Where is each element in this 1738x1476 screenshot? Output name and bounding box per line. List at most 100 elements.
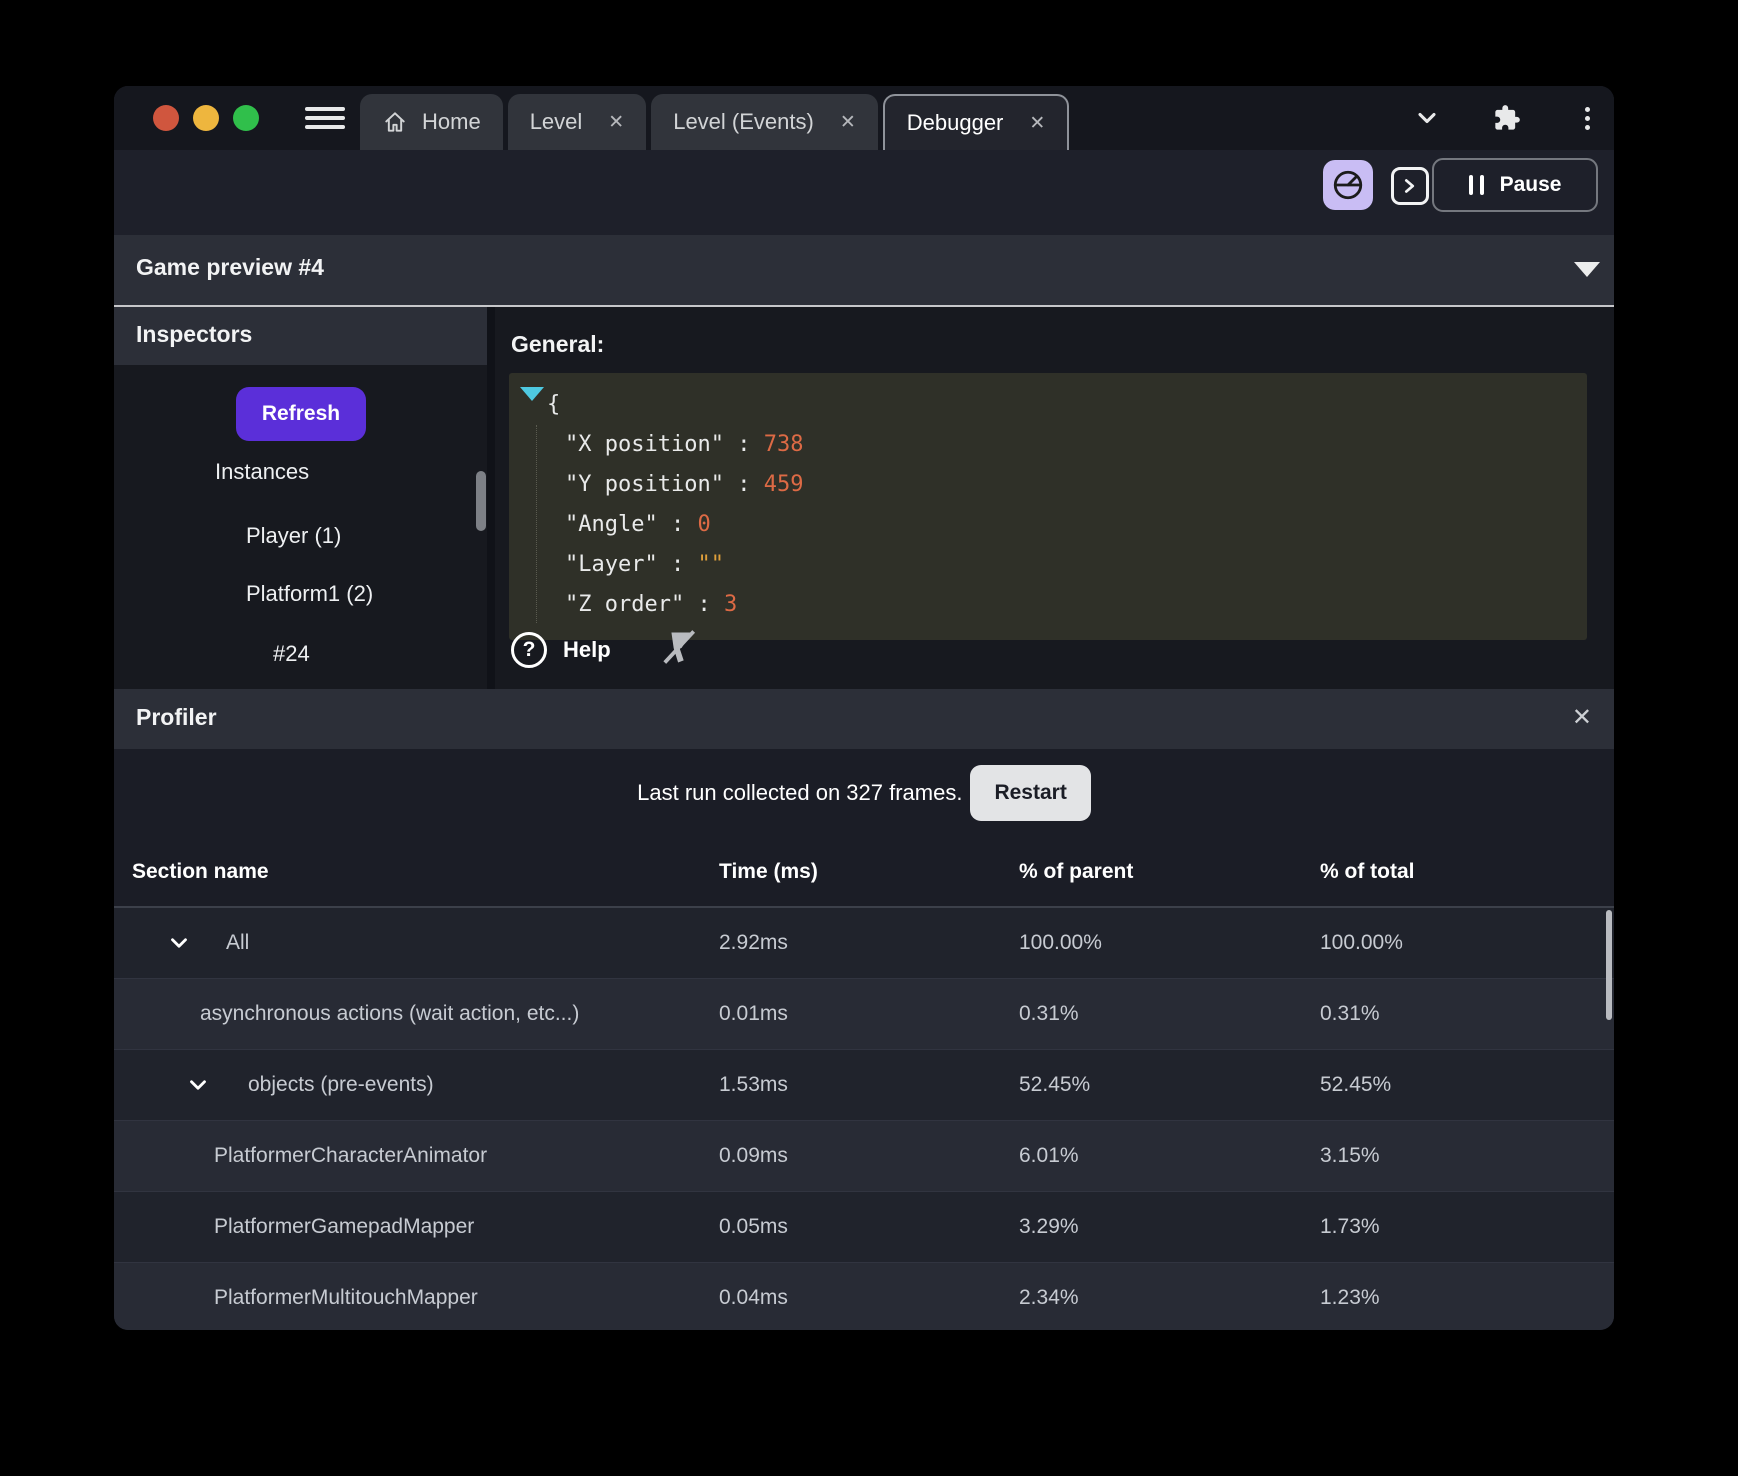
preview-chevron-icon[interactable]	[1574, 262, 1600, 277]
cell-pct-parent: 2.34%	[1019, 1286, 1079, 1309]
profiler-header: Profiler ✕	[114, 689, 1614, 749]
json-open-brace: {	[547, 392, 561, 417]
table-row-asynchronous-actions-wait-action-etc[interactable]: asynchronous actions (wait action, etc..…	[114, 978, 1614, 1049]
json-value: ""	[697, 552, 724, 577]
profiler-title: Profiler	[136, 704, 217, 730]
inspector-item-instances[interactable]: Instances	[215, 459, 310, 484]
cell-section-name: asynchronous actions (wait action, etc..…	[200, 1002, 580, 1025]
inspectors-scrollbar-thumb[interactable]	[476, 471, 486, 531]
inspectors-panel: Inspectors Refresh Instances Player (1) Pl…	[114, 307, 487, 689]
cell-pct-parent: 52.45%	[1019, 1073, 1091, 1096]
cell-time: 0.04ms	[719, 1286, 788, 1309]
console-button[interactable]	[1391, 167, 1429, 205]
cell-pct-parent: 6.01%	[1019, 1144, 1079, 1167]
tab-label: Level (Events)	[673, 109, 814, 134]
profiler-table-rows: All 2.92ms 100.00% 100.00% asynchronous acti…	[114, 908, 1614, 1330]
tab-label: Home	[422, 109, 481, 134]
cell-pct-parent: 0.31%	[1019, 1002, 1079, 1025]
inspector-item-player-1[interactable]: Player (1)	[246, 523, 342, 548]
tab-close-icon[interactable]: ✕	[1029, 112, 1046, 134]
preview-header[interactable]: Game preview #4	[114, 235, 1614, 305]
cell-section-name: objects (pre-events)	[248, 1073, 434, 1096]
cell-pct-total: 0.31%	[1320, 1002, 1380, 1025]
restart-button[interactable]: Restart	[970, 765, 1091, 821]
preview-title: Game preview #4	[136, 254, 324, 280]
extensions-puzzle-icon[interactable]	[1493, 104, 1521, 132]
cell-section-name: PlatformerCharacterAnimator	[214, 1144, 488, 1167]
tab-close-icon[interactable]: ✕	[839, 111, 856, 133]
cell-time: 0.05ms	[719, 1215, 788, 1238]
table-row-platformercharacteranimator[interactable]: PlatformerCharacterAnimator 0.09ms 6.01% 3.…	[114, 1120, 1614, 1191]
gauge-icon	[1333, 170, 1363, 200]
inspector-item-platform1-2[interactable]: Platform1 (2)	[246, 581, 374, 606]
refresh-button[interactable]: Refresh	[236, 387, 366, 441]
cell-section-name: PlatformerMultitouchMapper	[214, 1286, 478, 1309]
pause-icon	[1468, 175, 1484, 195]
cell-pct-parent: 100.00%	[1019, 931, 1102, 954]
pause-label: Pause	[1499, 173, 1562, 196]
kebab-menu-icon[interactable]	[1573, 104, 1601, 132]
section-divider	[114, 305, 1614, 307]
inspectors-title: Inspectors	[136, 321, 253, 347]
cell-time: 0.09ms	[719, 1144, 788, 1167]
help-button[interactable]: ? Help	[511, 631, 611, 668]
pick-instance-disabled-icon[interactable]	[657, 627, 697, 672]
tab-close-icon[interactable]: ✕	[608, 111, 625, 133]
console-chevron-icon	[1404, 179, 1415, 193]
table-row-platformergamepadmapper[interactable]: PlatformerGamepadMapper 0.05ms 3.29% 1.73%	[114, 1191, 1614, 1262]
tab-label: Level	[529, 109, 583, 134]
cell-pct-parent: 3.29%	[1019, 1215, 1079, 1238]
cell-pct-total: 1.73%	[1320, 1215, 1380, 1238]
tab-debugger[interactable]: Debugger ✕	[882, 94, 1070, 150]
row-chevron-icon[interactable]	[166, 930, 192, 956]
help-label: Help	[563, 636, 611, 662]
cell-pct-total: 52.45%	[1320, 1073, 1392, 1096]
profiler-close-icon[interactable]: ✕	[1571, 704, 1592, 731]
tabs-overflow-chevron-icon[interactable]	[1413, 104, 1441, 132]
pause-button[interactable]: Pause	[1432, 158, 1598, 212]
cell-pct-total: 1.23%	[1320, 1286, 1380, 1309]
profiler-status-row: Last run collected on 327 frames. Restar…	[114, 765, 1614, 821]
debugger-toolbar: Pause	[114, 150, 1614, 235]
window-close-button[interactable]	[153, 105, 179, 131]
table-scrollbar-thumb[interactable]	[1606, 910, 1612, 1020]
profiler-gauge-button[interactable]	[1323, 160, 1373, 210]
tab-level[interactable]: Level ✕	[507, 94, 647, 150]
json-key: "Angle"	[565, 512, 658, 537]
help-row: ? Help	[511, 627, 697, 672]
cell-time: 0.01ms	[719, 1002, 788, 1025]
cell-pct-total: 100.00%	[1320, 931, 1403, 954]
window-minimize-button[interactable]	[193, 105, 219, 131]
help-icon: ?	[511, 631, 547, 668]
hamburger-menu-icon[interactable]	[305, 102, 345, 134]
tab-level-events[interactable]: Level (Events) ✕	[651, 94, 878, 150]
inspector-panels: Inspectors Refresh Instances Player (1) Pl…	[114, 307, 1614, 689]
tab-home[interactable]: Home	[360, 94, 503, 150]
json-viewer: { "X position" : 738 "Y position" : 459 "An…	[509, 373, 1587, 640]
json-key: "Layer"	[565, 552, 658, 577]
inspectors-header: Inspectors	[114, 307, 487, 365]
json-value: 0	[697, 512, 711, 537]
app-window: Home Level ✕ Level (Events) ✕ Debugger ✕	[114, 86, 1614, 1330]
profiler-body: Last run collected on 327 frames. Restar…	[114, 749, 1614, 1330]
json-key: "Y position"	[565, 472, 724, 497]
column-header-pct-total: % of total	[1320, 860, 1415, 883]
json-line-y-position: "Y position" : 459	[509, 465, 1587, 505]
tab-label: Debugger	[906, 110, 1004, 135]
table-row-all[interactable]: All 2.92ms 100.00% 100.00%	[114, 908, 1614, 978]
json-indent-guide	[536, 425, 537, 623]
general-title: General:	[511, 331, 605, 357]
general-panel: General: {"X position" : 738 "Y position"…	[495, 307, 1614, 689]
inspector-item-24[interactable]: #24	[273, 641, 310, 666]
cell-time: 1.53ms	[719, 1073, 788, 1096]
row-chevron-icon[interactable]	[185, 1072, 211, 1098]
json-line-x-position: "X position" : 738	[509, 425, 1587, 465]
column-header-section-name: Section name	[132, 860, 269, 883]
table-row-objects-pre-events[interactable]: objects (pre-events) 1.53ms 52.45% 52.45%	[114, 1049, 1614, 1120]
json-expand-triangle-icon[interactable]	[520, 387, 544, 401]
table-row-platformermultitouchmapper[interactable]: PlatformerMultitouchMapper 0.04ms 2.34% 1.2…	[114, 1262, 1614, 1330]
json-value: 459	[763, 472, 804, 497]
json-line-layer: "Layer" : ""	[509, 545, 1587, 585]
window-zoom-button[interactable]	[233, 105, 259, 131]
